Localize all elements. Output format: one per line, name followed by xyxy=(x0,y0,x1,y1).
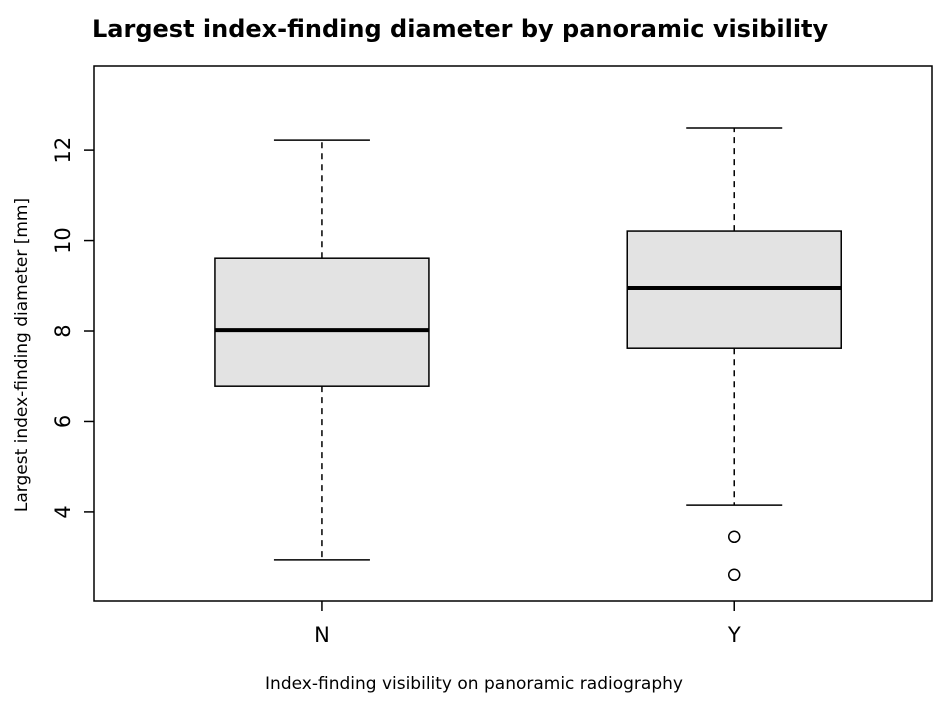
outlier xyxy=(727,568,741,582)
y-axis-label: Largest index-finding diameter [mm] xyxy=(12,198,32,512)
y-tick-label: 6 xyxy=(51,415,75,428)
box xyxy=(214,257,430,387)
x-tick-label: N xyxy=(314,623,330,647)
y-tick-label: 8 xyxy=(51,324,75,337)
y-tick-label: 10 xyxy=(51,227,75,254)
plot-frame xyxy=(93,65,933,602)
chart-title: Largest index-finding diameter by panora… xyxy=(92,15,829,43)
x-axis-label: Index-finding visibility on panoramic ra… xyxy=(265,674,683,694)
y-tick-label: 12 xyxy=(51,137,75,164)
outlier xyxy=(727,530,741,544)
x-tick-label: Y xyxy=(727,623,741,647)
y-tick-label: 4 xyxy=(51,505,75,518)
